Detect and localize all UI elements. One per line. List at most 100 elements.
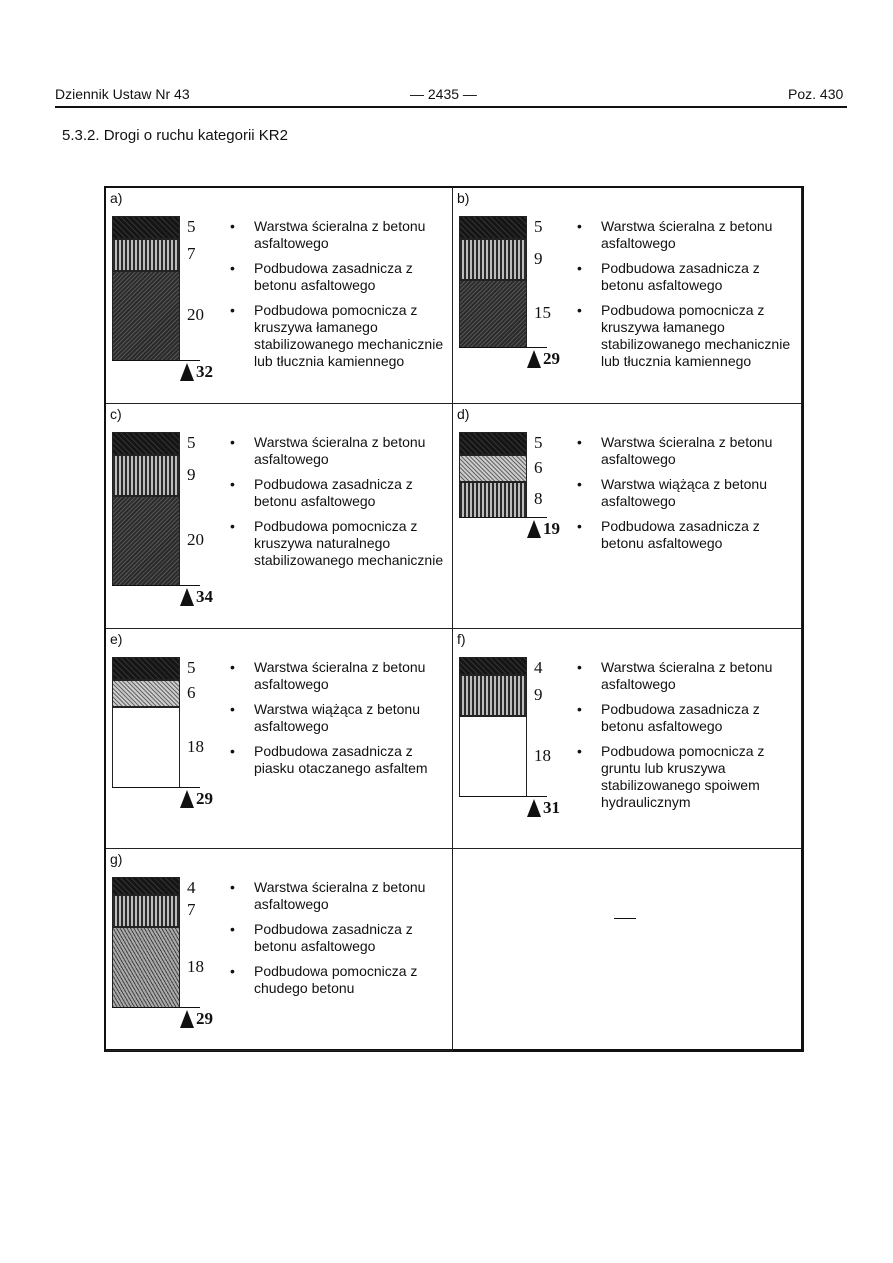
layer-thickness: 18 <box>187 956 204 976</box>
triangle-icon <box>527 799 541 817</box>
layer-thickness: 18 <box>534 745 551 765</box>
layer-description: Warstwa wiążąca z betonu asfaltowego <box>230 701 455 735</box>
layer-descriptions: Warstwa ścieralna z betonu asfaltowego Po… <box>230 434 455 577</box>
subgrade-line <box>459 347 547 348</box>
header-rule <box>55 106 847 108</box>
layer-description: Podbudowa zasadnicza z betonu asfaltoweg… <box>230 921 455 955</box>
panel-g: g) 4 7 18 29 Warstwa ścieralna z betonu asfal… <box>106 849 453 1051</box>
layer-thickness: 7 <box>187 900 196 919</box>
layer-description: Podbudowa zasadnicza z betonu asfaltoweg… <box>577 701 802 735</box>
layer-thickness: 5 <box>534 217 543 236</box>
subgrade-line <box>459 517 547 518</box>
layer-thickness: 15 <box>534 303 551 322</box>
layer-thickness: 8 <box>534 489 543 508</box>
layer: 20 <box>112 496 204 586</box>
panel-label: b) <box>457 190 470 206</box>
layer-description: Podbudowa zasadnicza z betonu asfaltoweg… <box>230 260 455 294</box>
layer-descriptions: Warstwa ścieralna z betonu asfaltowego Po… <box>230 218 455 378</box>
layer-description: Podbudowa zasadnicza z betonu asfaltoweg… <box>577 260 802 294</box>
section-title: 5.3.2. Drogi o ruchu kategorii KR2 <box>62 127 288 144</box>
empty-cell-dash <box>614 918 636 919</box>
subgrade: 29 <box>112 787 213 808</box>
panel-f: f) 4 9 18 31 Warstwa ścieralna z betonu asfal… <box>453 629 802 849</box>
layer-stack: 5 9 15 29 <box>459 216 560 368</box>
layer: 9 <box>459 239 543 280</box>
layer: 7 <box>112 895 196 927</box>
layer-descriptions: Warstwa ścieralna z betonu asfaltowego Po… <box>577 659 802 819</box>
layer: 8 <box>459 482 543 518</box>
layer-stack: 5 7 20 32 <box>112 216 213 381</box>
layer: 4 <box>112 877 196 897</box>
layer: 18 <box>459 716 551 797</box>
layer: 5 <box>459 432 543 455</box>
layer-descriptions: Warstwa ścieralna z betonu asfaltowego Wa… <box>577 434 802 560</box>
panel-b: b) 5 9 15 29 Warstwa ścieralna z betonu asfal… <box>453 188 802 404</box>
total-thickness: 29 <box>196 789 213 808</box>
panel-label: e) <box>110 631 123 647</box>
panel-c: c) 5 9 20 34 Warstwa ścieralna z betonu asfal… <box>106 404 453 629</box>
pavement-structures-table: a) 5 7 20 32 Warstwa ścieralna z betonu asfal… <box>104 186 804 1052</box>
subgrade-line <box>112 787 200 788</box>
subgrade-line <box>459 796 547 797</box>
journal-name: Dziennik Ustaw Nr 43 <box>55 86 190 102</box>
layer-description: Warstwa wiążąca z betonu asfaltowego <box>577 476 802 510</box>
panel-a: a) 5 7 20 32 Warstwa ścieralna z betonu asfal… <box>106 188 453 404</box>
layer-thickness: 9 <box>534 248 543 268</box>
subgrade: 29 <box>459 347 560 368</box>
layer-thickness: 4 <box>187 878 196 897</box>
layer-thickness: 5 <box>534 433 543 452</box>
panel-d: d) 5 6 819 Warstwa ścieralna z betonu asfalt… <box>453 404 802 629</box>
triangle-icon <box>180 1010 194 1028</box>
layer-description: Warstwa ścieralna z betonu asfaltowego <box>577 218 802 252</box>
layer: 20 <box>112 271 204 361</box>
layer-descriptions: Warstwa ścieralna z betonu asfaltowego Po… <box>577 218 802 378</box>
layer: 9 <box>112 455 196 496</box>
layer-thickness: 20 <box>187 530 204 549</box>
layer-thickness: 5 <box>187 217 196 236</box>
layer-description: Warstwa ścieralna z betonu asfaltowego <box>230 879 455 913</box>
layer-description: Podbudowa zasadnicza z piasku otaczanego… <box>230 743 455 777</box>
subgrade-line <box>112 585 200 586</box>
layer-description: Warstwa ścieralna z betonu asfaltowego <box>577 434 802 468</box>
layer: 5 <box>112 432 196 455</box>
layer-description: Warstwa ścieralna z betonu asfaltowego <box>230 434 455 468</box>
layer-stack: 5 6 18 29 <box>112 657 213 808</box>
subgrade: 29 <box>112 1007 213 1028</box>
panel-e: e) 5 6 18 29 Warstwa ścieralna z betonu asfal… <box>106 629 453 849</box>
layer-description: Warstwa ścieralna z betonu asfaltowego <box>230 659 455 693</box>
panel-label: g) <box>110 851 123 867</box>
panel-label: d) <box>457 406 470 422</box>
total-thickness: 29 <box>543 349 560 368</box>
total-thickness: 34 <box>196 587 213 606</box>
layer-descriptions: Warstwa ścieralna z betonu asfaltowego Wa… <box>230 659 455 785</box>
layer-description: Warstwa ścieralna z betonu asfaltowego <box>230 218 455 252</box>
layer-description: Podbudowa pomocnicza z kruszywa naturaln… <box>230 518 455 569</box>
layer-stack: 5 9 20 34 <box>112 432 213 606</box>
layer-description: Warstwa ścieralna z betonu asfaltowego <box>577 659 802 693</box>
total-thickness: 32 <box>196 362 213 381</box>
total-thickness: 29 <box>196 1009 213 1028</box>
layer-description: Podbudowa pomocnicza z gruntu lub kruszy… <box>577 743 802 811</box>
layer-thickness: 4 <box>534 658 543 677</box>
triangle-icon <box>527 520 541 538</box>
layer: 4 <box>459 657 543 677</box>
layer-thickness: 18 <box>187 736 204 756</box>
layer-stack: 4 9 18 31 <box>459 657 560 817</box>
layer-thickness: 5 <box>187 433 196 452</box>
layer-description: Podbudowa pomocnicza z kruszywa łamanego… <box>230 302 455 370</box>
layer-thickness: 9 <box>534 684 543 704</box>
subgrade-line <box>112 360 200 361</box>
layer-description: Podbudowa zasadnicza z betonu asfaltoweg… <box>577 518 802 552</box>
layer: 5 <box>112 216 196 239</box>
subgrade: 31 <box>459 796 560 817</box>
subgrade: 34 <box>112 585 213 606</box>
panel-label: a) <box>110 190 123 206</box>
subgrade-line <box>112 1007 200 1008</box>
layer-description: Podbudowa pomocnicza z kruszywa łamanego… <box>577 302 802 370</box>
triangle-icon <box>180 588 194 606</box>
position-number: Poz. 430 <box>788 86 844 102</box>
layer-stack: 4 7 18 29 <box>112 877 213 1028</box>
triangle-icon <box>527 350 541 368</box>
total-thickness: 31 <box>543 798 560 817</box>
